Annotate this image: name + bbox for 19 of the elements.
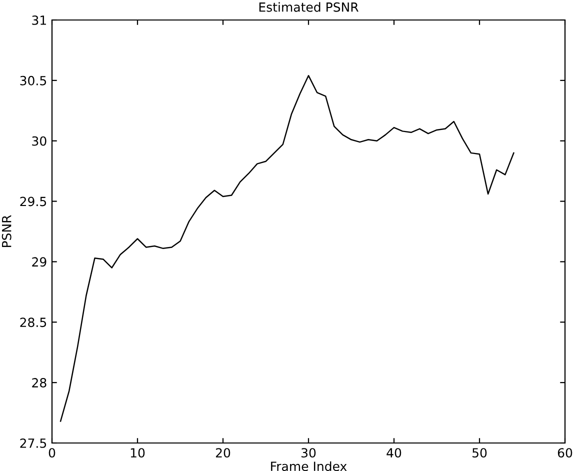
x-tick-label: 10	[130, 448, 145, 458]
y-axis-title: PSNR	[2, 215, 12, 248]
line-series	[60, 74, 514, 422]
y-tick-label: 28	[32, 378, 46, 388]
x-axis-title: Frame Index	[271, 461, 347, 471]
y-tick-label: 28.5	[20, 318, 46, 328]
y-tick-label: 30.5	[20, 76, 46, 86]
x-tick-label: 60	[558, 448, 572, 458]
y-tick-label: 30	[32, 136, 46, 146]
y-tick-label: 27.5	[20, 438, 46, 448]
x-tick-label: 30	[302, 448, 316, 458]
x-tick-label: 0	[48, 448, 56, 458]
x-tick-label: 20	[216, 448, 230, 458]
y-tick-label: 29.5	[20, 196, 46, 206]
y-tick-label: 29	[32, 257, 46, 267]
x-tick-label: 40	[386, 448, 402, 458]
chart-title: Estimated PSNR	[259, 2, 358, 12]
x-tick-label: 50	[472, 448, 487, 458]
y-tick-label: 31	[32, 15, 46, 25]
